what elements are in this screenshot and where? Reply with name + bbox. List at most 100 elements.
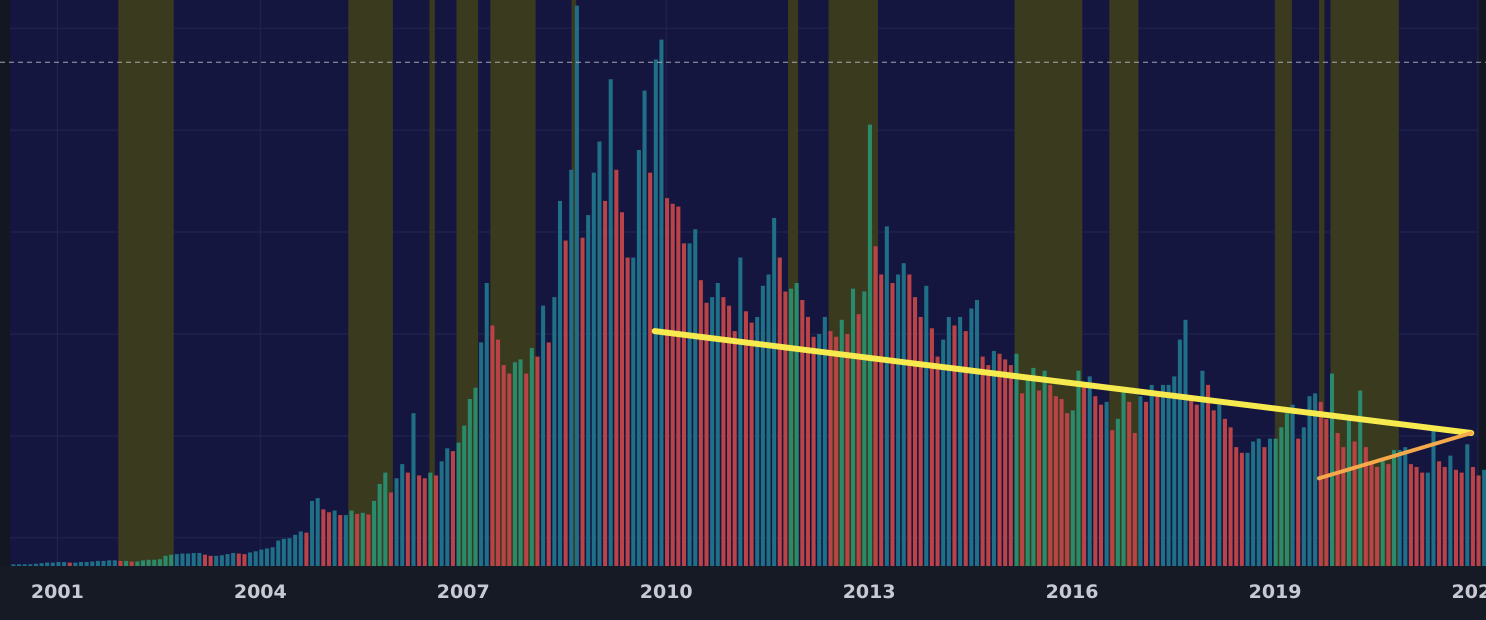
volume-bar bbox=[1127, 401, 1132, 566]
volume-bar bbox=[681, 243, 687, 566]
volume-bar bbox=[236, 553, 241, 566]
volume-bar bbox=[805, 316, 810, 566]
volume-bar bbox=[372, 500, 377, 566]
shaded-period bbox=[118, 0, 174, 566]
volume-bar bbox=[152, 559, 157, 566]
volume-bar bbox=[1358, 390, 1363, 566]
volume-bar bbox=[653, 59, 658, 567]
volume-bar bbox=[377, 483, 382, 566]
volume-bar bbox=[755, 316, 760, 566]
volume-bar bbox=[1036, 390, 1042, 566]
volume-bar bbox=[479, 342, 484, 566]
volume-bar bbox=[276, 540, 281, 566]
volume-bar bbox=[1437, 461, 1442, 566]
volume-bar bbox=[169, 554, 174, 566]
volume-bar bbox=[743, 311, 748, 566]
volume-bar bbox=[1206, 384, 1211, 566]
volume-bar bbox=[28, 564, 33, 566]
volume-bar bbox=[462, 425, 467, 566]
x-tick-label: 2019 bbox=[1249, 581, 1302, 603]
x-tick-label: 2010 bbox=[640, 581, 693, 603]
volume-bar bbox=[180, 553, 185, 566]
volume-bar bbox=[642, 90, 647, 566]
x-tick-label: 2013 bbox=[843, 581, 896, 603]
volume-bar bbox=[563, 240, 568, 567]
volume-bar bbox=[197, 552, 202, 566]
volume-bar bbox=[293, 534, 298, 566]
volume-bar bbox=[698, 280, 703, 566]
volume-bar bbox=[450, 451, 455, 566]
volume-bar bbox=[873, 246, 878, 566]
volume-bar bbox=[90, 561, 95, 566]
volume-bar bbox=[129, 561, 134, 566]
volume-bar bbox=[614, 169, 619, 567]
volume-bar bbox=[1155, 396, 1160, 566]
volume-bar bbox=[16, 564, 22, 566]
volume-bar bbox=[140, 560, 146, 566]
volume-bar bbox=[1149, 384, 1154, 566]
volume-bar bbox=[338, 515, 343, 566]
volume-bar bbox=[174, 554, 179, 566]
volume-bar bbox=[619, 212, 625, 566]
volume-bar bbox=[1482, 469, 1486, 566]
volume-bar bbox=[991, 350, 996, 566]
volume-bar bbox=[1329, 373, 1335, 566]
volume-bar bbox=[546, 342, 551, 566]
volume-bar bbox=[1397, 449, 1402, 566]
volume-bar bbox=[591, 172, 596, 566]
volume-bar bbox=[259, 549, 264, 566]
volume-bar bbox=[1234, 447, 1239, 566]
volume-bar bbox=[1177, 339, 1182, 566]
volume-bar bbox=[383, 472, 388, 566]
volume-bar bbox=[1239, 452, 1244, 566]
volume-bar bbox=[890, 283, 895, 566]
volume-bar bbox=[1268, 438, 1273, 566]
volume-bar bbox=[1222, 418, 1227, 566]
volume-bar bbox=[580, 237, 585, 566]
volume-bar bbox=[1059, 399, 1064, 566]
volume-bar bbox=[231, 552, 236, 566]
volume-bar bbox=[851, 288, 856, 566]
volume-bar bbox=[1121, 390, 1126, 566]
volume-bar bbox=[107, 560, 112, 566]
volume-bar bbox=[1042, 370, 1047, 566]
volume-bar bbox=[856, 314, 861, 566]
volume-bar bbox=[84, 562, 89, 566]
volume-bar bbox=[484, 283, 489, 566]
volume-bars bbox=[11, 5, 1486, 567]
volume-bar bbox=[417, 475, 422, 566]
volume-bar bbox=[1403, 447, 1408, 566]
volume-bar bbox=[1425, 472, 1430, 566]
shaded-period bbox=[429, 0, 435, 566]
volume-bar bbox=[907, 274, 912, 566]
volume-bar bbox=[394, 478, 399, 566]
volume-bar bbox=[50, 562, 55, 566]
volume-bar bbox=[1189, 399, 1194, 566]
shaded-period bbox=[787, 0, 799, 566]
volume-bar bbox=[118, 560, 123, 566]
volume-bar bbox=[963, 331, 968, 566]
volume-bar bbox=[1262, 447, 1267, 566]
volume-bar bbox=[1318, 401, 1323, 566]
volume-bar bbox=[586, 215, 591, 566]
volume-bar bbox=[670, 203, 675, 566]
shaded-period bbox=[571, 0, 577, 566]
volume-bar bbox=[1138, 396, 1143, 566]
volume-bar bbox=[219, 555, 224, 566]
volume-bar bbox=[884, 226, 889, 566]
volume-bar bbox=[986, 365, 991, 566]
volume-bar bbox=[1431, 430, 1436, 566]
volume-bar bbox=[1200, 370, 1205, 566]
volume-bar bbox=[1110, 430, 1115, 566]
volume-bar bbox=[631, 257, 636, 566]
volume-bar bbox=[574, 5, 579, 567]
volume-bar bbox=[1132, 432, 1137, 566]
volume-bar bbox=[941, 339, 946, 566]
volume-bar bbox=[214, 555, 219, 566]
x-tick-label: 2007 bbox=[437, 581, 490, 603]
volume-bar bbox=[1386, 464, 1391, 566]
volume-bar bbox=[422, 478, 427, 566]
volume-bar bbox=[1301, 427, 1306, 566]
volume-bar bbox=[67, 562, 72, 566]
